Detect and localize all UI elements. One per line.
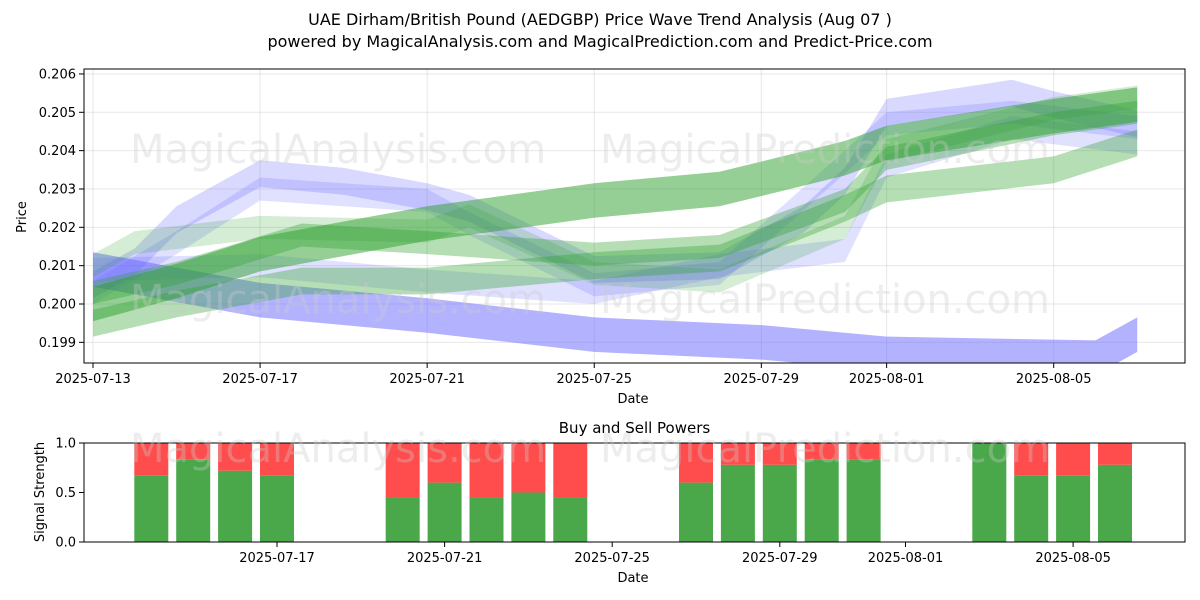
y-tick-label: 0.5 bbox=[55, 486, 76, 501]
x-tick-label: 2025-07-17 bbox=[222, 372, 298, 387]
sell-bar bbox=[385, 443, 420, 498]
chart-title: UAE Dirham/British Pound (AEDGBP) Price … bbox=[308, 10, 892, 29]
sell-bar bbox=[1098, 443, 1132, 465]
buy-bar bbox=[511, 492, 546, 542]
x-tick-label: 2025-07-21 bbox=[407, 551, 483, 566]
x-tick-label: 2025-07-25 bbox=[574, 551, 650, 566]
buy-bar bbox=[804, 459, 839, 542]
signal-chart-ylabel: Signal Strength bbox=[33, 442, 48, 542]
sell-bar bbox=[679, 443, 713, 483]
sell-bar bbox=[469, 443, 504, 498]
y-tick-label: 0.200 bbox=[39, 298, 76, 313]
sell-bar bbox=[218, 443, 253, 471]
green-wave-band-4 bbox=[93, 87, 1138, 322]
sell-bar bbox=[720, 443, 755, 465]
chart-subtitle: powered by MagicalAnalysis.com and Magic… bbox=[267, 32, 933, 51]
y-tick-label: 0.202 bbox=[39, 221, 76, 236]
sell-bar bbox=[804, 443, 839, 460]
x-tick-label: 2025-07-25 bbox=[556, 372, 632, 387]
sell-bar bbox=[511, 443, 546, 493]
sell-bar bbox=[260, 443, 294, 476]
green-wave-band-7 bbox=[93, 85, 1138, 293]
buy-bar bbox=[553, 497, 588, 542]
x-tick-label: 2025-08-01 bbox=[849, 372, 925, 387]
watermark-text: MagicalPrediction.com bbox=[600, 127, 1050, 173]
signal-chart-axes: 0.0 0.5 1.0 2025-07-17 2025-07-21 2025-07-25 2… bbox=[55, 437, 1186, 566]
buy-bar bbox=[427, 482, 462, 542]
y-tick-label: 0.201 bbox=[39, 259, 76, 274]
x-tick-label: 2025-08-05 bbox=[1035, 551, 1111, 566]
sell-bar bbox=[427, 443, 462, 483]
buy-bar bbox=[1098, 464, 1132, 542]
green-wave-band-5 bbox=[93, 100, 1138, 304]
price-chart-axes: 2025-07-13 2025-07-17 2025-07-21 2025-07-25… bbox=[39, 67, 1186, 387]
y-tick-label: 0.0 bbox=[55, 536, 76, 551]
x-tick-label: 2025-07-17 bbox=[239, 551, 315, 566]
watermarks: MagicalAnalysis.com MagicalPrediction.com… bbox=[130, 127, 1050, 472]
x-tick-label: 2025-07-29 bbox=[742, 551, 818, 566]
buy-bar bbox=[762, 464, 797, 542]
buy-bar bbox=[1014, 475, 1049, 542]
y-tick-label: 0.203 bbox=[39, 182, 76, 197]
y-tick-label: 0.206 bbox=[39, 67, 76, 82]
y-tick-label: 0.199 bbox=[39, 336, 76, 351]
buy-bar bbox=[134, 475, 169, 542]
x-tick-label: 2025-08-05 bbox=[1016, 372, 1092, 387]
y-tick-label: 0.204 bbox=[39, 144, 76, 159]
watermark-text: MagicalAnalysis.com bbox=[130, 426, 546, 472]
watermark-text: MagicalAnalysis.com bbox=[130, 127, 546, 173]
buy-bar bbox=[218, 470, 253, 542]
sell-bar bbox=[1014, 443, 1049, 476]
sell-bar bbox=[553, 443, 588, 498]
sell-bar bbox=[762, 443, 797, 465]
x-tick-label: 2025-08-01 bbox=[868, 551, 944, 566]
buy-bar bbox=[846, 459, 881, 542]
green-wave-band-6 bbox=[93, 129, 1138, 337]
signal-bars bbox=[134, 443, 1132, 542]
buy-bar bbox=[469, 497, 504, 542]
x-tick-label: 2025-07-29 bbox=[724, 372, 800, 387]
sell-bar bbox=[176, 443, 211, 460]
signal-chart-xlabel: Date bbox=[617, 571, 648, 586]
sell-bar bbox=[134, 443, 169, 476]
y-tick-label: 0.205 bbox=[39, 106, 76, 121]
buy-bar bbox=[1056, 475, 1091, 542]
price-chart-xlabel: Date bbox=[617, 392, 648, 407]
watermark-text: MagicalPrediction.com bbox=[600, 277, 1050, 323]
buy-bar bbox=[176, 459, 211, 542]
buy-bar bbox=[260, 475, 294, 542]
buy-bar bbox=[972, 443, 1007, 542]
x-tick-label: 2025-07-13 bbox=[55, 372, 131, 387]
price-wave-series bbox=[93, 79, 1138, 363]
lower-chart-title: Buy and Sell Powers bbox=[558, 419, 711, 437]
sell-bar bbox=[846, 443, 881, 460]
blue-wave-band-3 bbox=[93, 252, 1138, 363]
sell-bar bbox=[1056, 443, 1091, 476]
watermark-text: MagicalPrediction.com bbox=[600, 426, 1050, 472]
watermark-text: MagicalAnalysis.com bbox=[130, 277, 546, 323]
buy-bar bbox=[679, 482, 713, 542]
price-chart-ylabel: Price bbox=[15, 201, 30, 233]
price-chart-frame bbox=[83, 68, 1186, 364]
x-tick-label: 2025-07-21 bbox=[389, 372, 465, 387]
y-tick-label: 1.0 bbox=[55, 437, 76, 452]
buy-bar bbox=[385, 497, 420, 542]
buy-bar bbox=[720, 464, 755, 542]
